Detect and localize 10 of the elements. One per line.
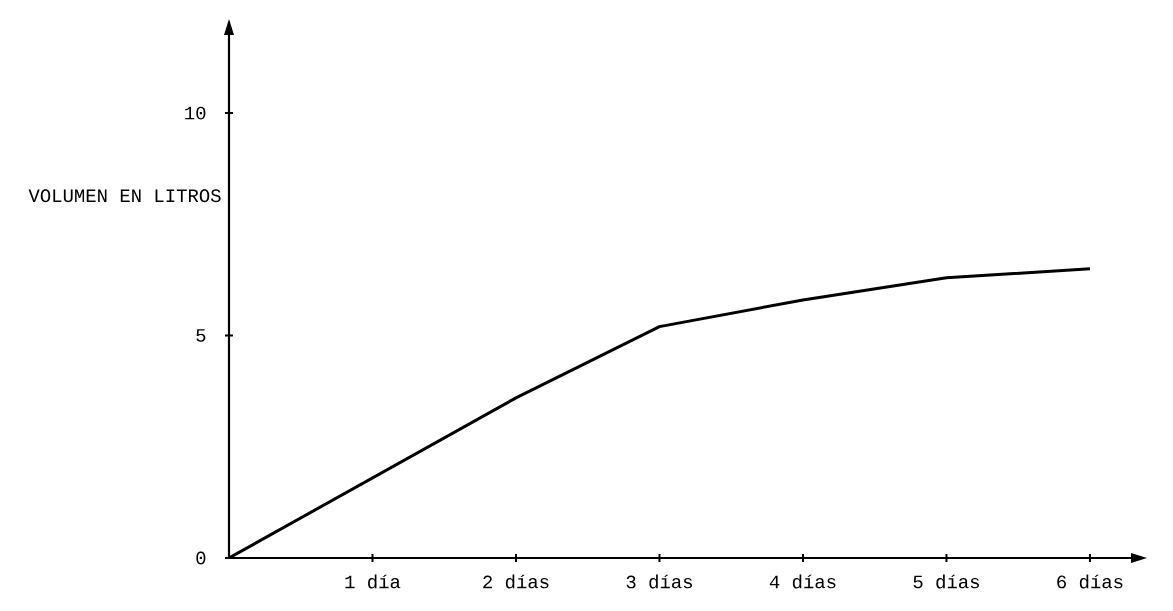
x-tick-label: 6 días <box>1057 574 1123 589</box>
y-tick-label: 5 <box>196 329 206 342</box>
x-tick-label: 1 día <box>345 574 401 589</box>
x-tick-label: 3 días <box>626 574 692 589</box>
x-tick-label: 5 días <box>913 574 979 589</box>
y-axis-title: VOLUMEN EN LITROS <box>28 189 221 203</box>
y-tick-label: 0 <box>196 551 206 565</box>
x-tick-label: 2 días <box>483 574 549 589</box>
y-tick-label: 10 <box>185 106 206 120</box>
x-tick-label: 4 días <box>769 574 836 589</box>
